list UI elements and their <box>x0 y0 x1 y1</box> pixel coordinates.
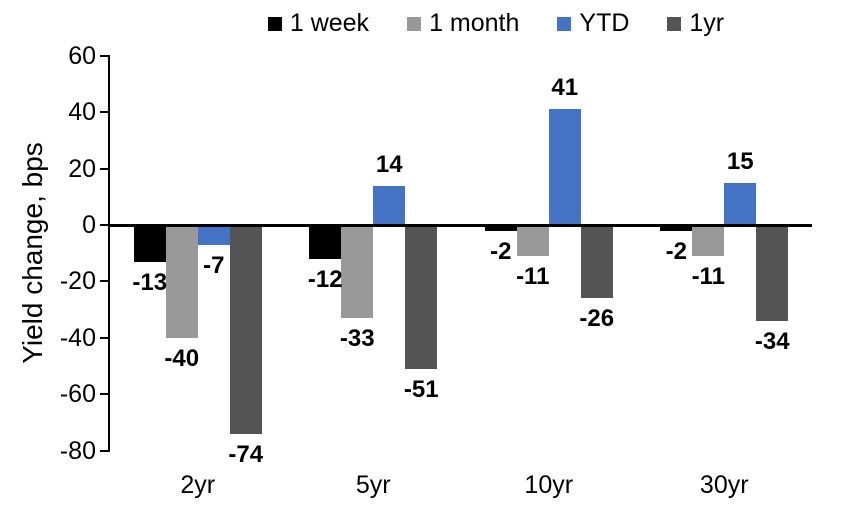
bar-value-label: -34 <box>754 327 790 355</box>
bar-1-week-5yr <box>309 225 342 259</box>
x-axis-label-30yr: 30yr <box>699 471 749 499</box>
bar-1yr-2yr <box>229 225 262 434</box>
bar-value-label: -2 <box>490 237 512 265</box>
legend-item-1yr: 1yr <box>667 9 724 38</box>
bar-1yr-30yr <box>756 225 789 321</box>
x-axis-label-5yr: 5yr <box>355 471 391 499</box>
legend-swatch-icon <box>407 16 422 31</box>
legend-label: YTD <box>579 9 630 37</box>
legend-swatch-icon <box>267 16 282 31</box>
y-axis-tick <box>100 167 110 170</box>
zero-axis-line <box>108 224 812 227</box>
bar-ytd-5yr <box>373 185 406 225</box>
legend-label: 1 week <box>289 9 370 37</box>
legend-label: 1 month <box>429 9 520 37</box>
bar-ytd-10yr <box>548 109 581 225</box>
legend-item-1-week: 1 week <box>267 9 370 38</box>
bar-value-label: 41 <box>551 74 579 102</box>
y-axis-tick-label: -20 <box>59 267 96 296</box>
bar-value-label: 14 <box>375 150 403 178</box>
bar-1-month-10yr <box>516 225 549 257</box>
bar-1-week-30yr <box>660 225 693 231</box>
y-axis-tick <box>100 449 110 452</box>
bar-value-label: 15 <box>726 147 754 175</box>
y-axis-tick <box>100 224 110 226</box>
bar-ytd-30yr <box>724 182 757 225</box>
y-axis-tick <box>100 393 110 396</box>
y-axis-tick <box>100 280 110 283</box>
y-axis-tick-label: 20 <box>68 154 96 183</box>
y-axis-tick-label: -40 <box>59 323 96 352</box>
y-axis-tick-label: 60 <box>68 41 96 70</box>
bar-ytd-2yr <box>197 225 230 245</box>
y-axis-tick <box>100 336 110 339</box>
y-axis-tick-label: 0 <box>82 211 96 239</box>
bar-value-label: -51 <box>403 375 439 403</box>
y-axis-line <box>108 54 110 452</box>
bar-value-label: -11 <box>516 263 550 291</box>
bar-1-month-30yr <box>692 225 725 257</box>
bar-1yr-5yr <box>405 225 438 369</box>
bar-value-label: -12 <box>307 265 343 293</box>
legend-item-1-month: 1 month <box>407 9 519 38</box>
legend-swatch-icon <box>557 16 572 31</box>
bar-1-week-10yr <box>484 225 517 231</box>
y-axis-tick-label: -80 <box>59 436 96 465</box>
x-axis-label-2yr: 2yr <box>180 471 216 499</box>
y-axis-tick <box>100 111 110 114</box>
bar-1yr-10yr <box>580 225 613 299</box>
bar-1-month-5yr <box>341 225 374 319</box>
bar-value-label: -33 <box>339 325 375 353</box>
y-axis-tick-label: -60 <box>59 380 96 409</box>
bar-1-week-2yr <box>133 225 166 262</box>
x-axis-label-10yr: 10yr <box>524 471 574 499</box>
legend-item-ytd: YTD <box>557 9 629 38</box>
legend-label: 1yr <box>689 9 725 37</box>
bar-value-label: -26 <box>579 305 615 333</box>
bar-value-label: -2 <box>665 237 687 265</box>
chart-legend: 1 week 1 month YTD 1yr <box>70 9 852 38</box>
bar-value-label: -74 <box>228 440 264 468</box>
bar-value-label: -11 <box>691 263 725 291</box>
y-axis-tick-label: 40 <box>68 98 96 127</box>
bar-1-month-2yr <box>165 225 198 338</box>
bar-value-label: -13 <box>132 268 168 296</box>
y-axis-title: Yield change, bps <box>17 142 48 364</box>
legend-swatch-icon <box>667 16 682 31</box>
y-axis-tick <box>100 54 110 57</box>
bar-value-label: -40 <box>164 344 200 372</box>
bar-value-label: -7 <box>203 251 225 279</box>
